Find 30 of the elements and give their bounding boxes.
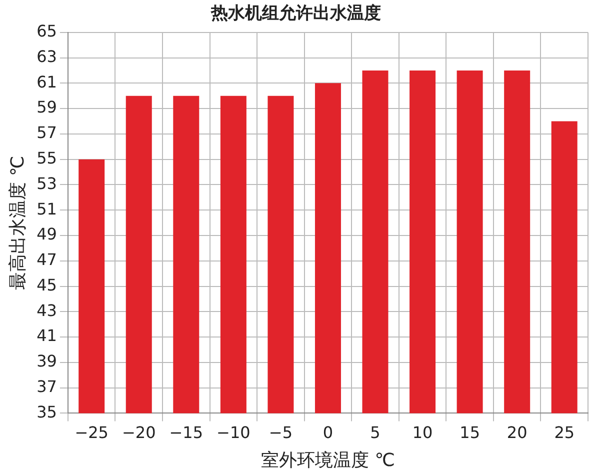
y-tick-label: 45 — [36, 275, 57, 294]
chart-title: 热水机组允许出水温度 — [210, 4, 381, 24]
x-tick-label: 20 — [506, 422, 528, 442]
y-tick-label: 43 — [36, 300, 57, 320]
y-tick-label: 39 — [36, 352, 57, 371]
x-tick-label: 10 — [412, 422, 433, 442]
y-tick-label: 47 — [36, 250, 57, 270]
y-tick-label: 49 — [36, 224, 57, 244]
y-tick-label: 53 — [36, 174, 57, 193]
x-tick-label: −25 — [74, 422, 108, 442]
y-tick-label: 37 — [36, 376, 57, 396]
y-tick-label: 65 — [36, 22, 57, 41]
x-tick-label: 15 — [460, 422, 480, 442]
y-tick-label: 41 — [36, 326, 57, 346]
x-tick-label: 25 — [554, 422, 575, 442]
x-tick-label: 0 — [322, 422, 334, 442]
x-tick-label: −15 — [169, 422, 204, 442]
x-tick-label: −5 — [268, 422, 292, 442]
x-axis-title: 室外环境温度 ℃ — [261, 450, 395, 471]
x-tick-label: 5 — [370, 422, 380, 442]
y-tick-label: 51 — [36, 199, 57, 218]
y-tick-label: 55 — [36, 148, 57, 168]
y-tick-label: 35 — [36, 402, 57, 422]
x-tick-label: −20 — [122, 422, 156, 442]
y-tick-label: 63 — [36, 46, 57, 66]
y-tick-label: 59 — [36, 98, 57, 117]
y-tick-label: 61 — [36, 72, 57, 92]
y-axis-title: 最高出水温度 ℃ — [7, 156, 28, 290]
y-tick-label: 57 — [36, 123, 57, 142]
x-tick-label: −10 — [216, 422, 250, 442]
